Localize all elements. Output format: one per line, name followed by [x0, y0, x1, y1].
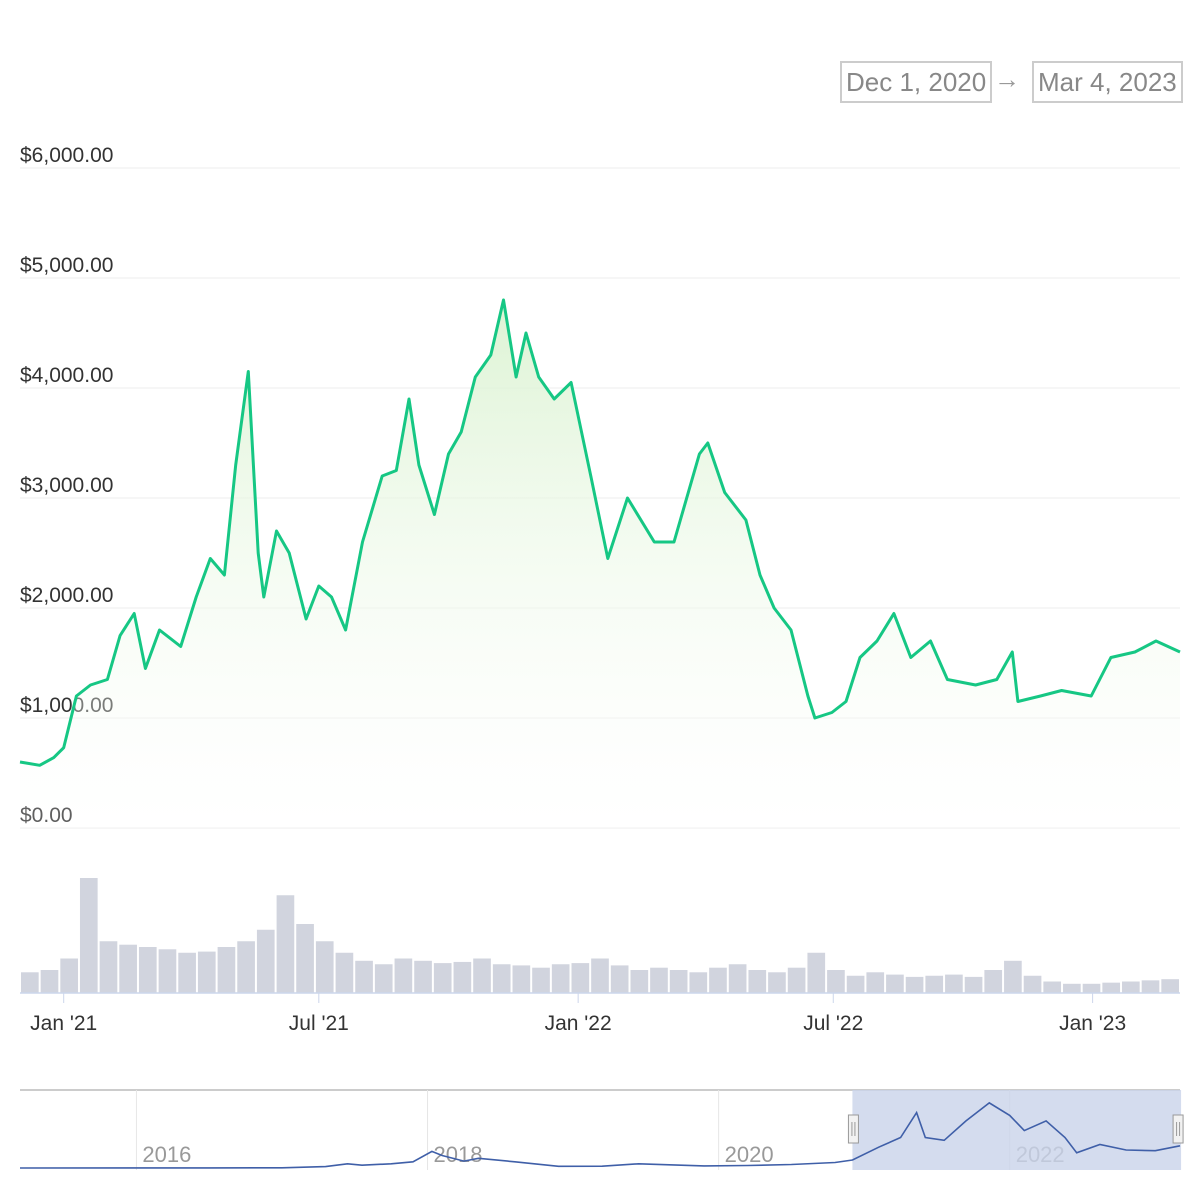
volume-bar: [1023, 975, 1042, 993]
x-tick-label: Jul '22: [803, 1012, 863, 1035]
volume-bar: [650, 967, 668, 993]
volume-bar: [866, 972, 885, 993]
volume-bar: [1043, 981, 1062, 993]
volume-bar: [1082, 983, 1101, 993]
y-tick-label: $3,000.00: [20, 474, 113, 497]
price-area-fill: [20, 300, 1180, 828]
volume-bar: [709, 967, 727, 993]
volume-bar: [905, 976, 924, 993]
volume-bar: [532, 967, 550, 993]
volume-bar: [256, 929, 275, 993]
y-tick-label: $4,000.00: [20, 364, 113, 387]
volume-bar: [433, 963, 452, 993]
volume-bar: [1102, 982, 1121, 993]
volume-bar: [964, 976, 983, 993]
navigator-right-handle[interactable]: [1172, 1114, 1184, 1144]
volume-bar: [355, 960, 373, 993]
handle-grip-icon: [1172, 1114, 1184, 1144]
volume-bar: [414, 960, 432, 993]
volume-bar: [807, 952, 826, 993]
x-tick-label: Jan '21: [30, 1012, 97, 1035]
volume-bar: [669, 970, 688, 993]
navigator-year-label: 2020: [725, 1142, 774, 1167]
handle-grip-icon: [847, 1114, 859, 1144]
volume-bar: [1063, 983, 1081, 993]
volume-bar: [787, 967, 806, 993]
volume-bar: [1122, 981, 1140, 993]
volume-bar: [237, 941, 255, 993]
range-from-input[interactable]: Dec 1, 2020: [840, 61, 993, 103]
y-tick-label: $2,000.00: [20, 584, 113, 607]
volume-bar: [315, 941, 334, 993]
volume-bar: [394, 958, 413, 993]
volume-bar: [21, 972, 39, 993]
volume-bar: [60, 958, 78, 993]
volume-bar: [984, 970, 1003, 993]
navigator-line: [19, 1101, 1181, 1169]
volume-bar: [79, 878, 98, 993]
navigator-year-label: 2016: [142, 1142, 191, 1167]
volume-bar: [846, 975, 865, 993]
x-tick-label: Jan '22: [545, 1012, 612, 1035]
range-arrow-icon: →: [994, 64, 1020, 94]
volume-bar: [178, 952, 196, 993]
volume-bar: [453, 961, 472, 993]
volume-bar: [197, 951, 216, 993]
navigator-selection: [852, 1090, 1182, 1170]
volume-bar: [886, 974, 904, 993]
range-to-input[interactable]: Mar 4, 2023: [1032, 61, 1183, 103]
navigator-left-handle[interactable]: [847, 1114, 859, 1144]
volume-bar: [335, 952, 354, 993]
volume-bar: [492, 964, 511, 993]
volume-bar: [1004, 960, 1022, 993]
volume-bar: [1141, 980, 1160, 993]
volume-bar: [296, 924, 314, 993]
volume-bar: [158, 949, 177, 993]
volume-bar: [630, 970, 649, 993]
volume-bar: [827, 970, 845, 993]
volume-bar: [748, 970, 767, 993]
volume-bar: [728, 964, 747, 993]
y-tick-label: $6,000.00: [20, 144, 113, 167]
volume-bar: [40, 970, 59, 993]
volume-bar: [512, 965, 531, 993]
volume-bar: [591, 958, 609, 993]
volume-bar: [99, 941, 118, 993]
volume-bar: [473, 958, 491, 993]
volume-bar: [119, 944, 137, 993]
x-tick-label: Jul '21: [289, 1012, 349, 1035]
volume-bar: [610, 965, 629, 993]
price-line: [19, 298, 1181, 767]
volume-bar: [551, 964, 570, 993]
volume-bar: [925, 975, 944, 993]
volume-bar: [217, 947, 236, 993]
volume-bar: [768, 972, 786, 993]
volume-bar: [1161, 979, 1179, 993]
volume-bar: [138, 947, 157, 993]
volume-bar: [945, 974, 963, 993]
volume-bar: [689, 972, 708, 993]
x-tick-label: Jan '23: [1059, 1012, 1126, 1035]
y-tick-label: $5,000.00: [20, 254, 113, 277]
volume-bar: [374, 964, 393, 993]
volume-bar: [571, 963, 590, 993]
volume-bar: [276, 895, 295, 993]
